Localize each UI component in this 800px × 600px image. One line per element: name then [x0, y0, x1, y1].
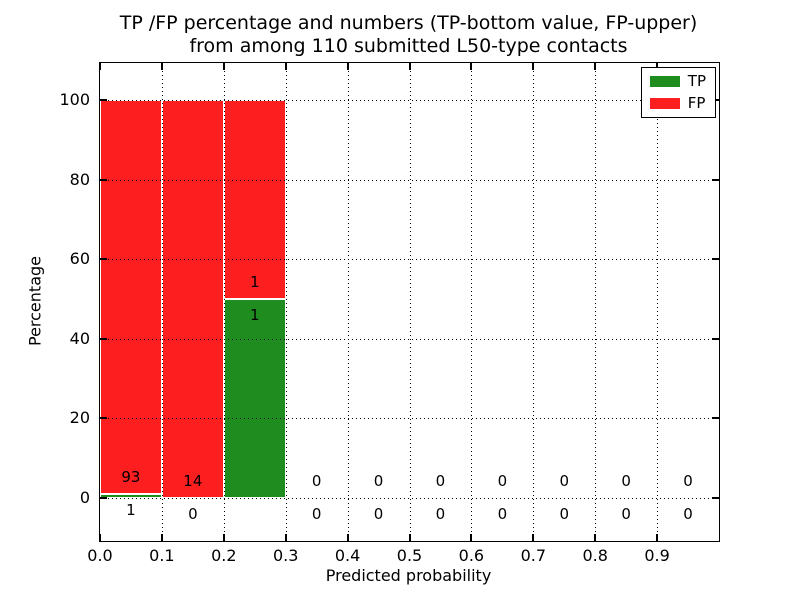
legend-label-fp: FP: [687, 94, 706, 112]
bar-segment-fp: [100, 100, 162, 494]
x-tick-label: 0.1: [149, 546, 175, 565]
bar-segment-fp: [223, 100, 286, 299]
x-tick-mark: [99, 534, 101, 541]
x-tick-label: 0.9: [644, 546, 670, 565]
chart-title-line2: from among 110 submitted L50-type contac…: [189, 35, 628, 57]
x-tick-label: 0.3: [272, 546, 299, 565]
tp-count-label: 1: [126, 500, 136, 519]
x-gridline: [595, 63, 597, 541]
tp-count-label: 0: [188, 505, 198, 523]
x-tick-mark: [99, 63, 101, 70]
tp-count-label: 1: [249, 306, 260, 324]
chart-title-line1: TP /FP percentage and numbers (TP-bottom…: [119, 12, 698, 34]
tp-count-label: 0: [683, 505, 693, 523]
tp-count-label: 0: [311, 505, 322, 523]
y-tick-mark: [712, 337, 719, 340]
x-tick-mark: [160, 63, 163, 70]
x-gridline: [471, 63, 473, 541]
x-tick-mark: [594, 63, 597, 70]
legend-label-tp: TP: [687, 72, 706, 90]
x-tick-mark: [222, 63, 225, 70]
x-gridline: [347, 63, 349, 541]
y-tick-label: 20: [69, 408, 90, 428]
x-tick-mark: [284, 63, 287, 70]
fp-count-label: 0: [683, 472, 693, 490]
x-tick-mark: [222, 534, 225, 541]
x-gridline: [533, 63, 535, 541]
x-tick-mark: [346, 63, 349, 70]
x-tick-label: 0.4: [334, 546, 361, 565]
x-tick-mark: [594, 534, 597, 541]
y-tick-mark: [100, 99, 107, 101]
y-tick-mark: [100, 417, 107, 420]
x-axis-label: Predicted probability: [325, 566, 492, 585]
fp-count-label: 93: [121, 467, 141, 486]
chart-title: TP /FP percentage and numbers (TP-bottom…: [99, 12, 718, 58]
x-tick-mark: [408, 63, 411, 70]
y-tick-mark: [100, 178, 107, 181]
x-tick-mark: [408, 534, 411, 541]
bar-segment-fp: [161, 100, 224, 498]
bar-segment-tp: [223, 299, 286, 498]
tp-count-label: 0: [621, 505, 631, 523]
y-tick-label: 80: [69, 169, 90, 189]
tp-count-label: 0: [435, 505, 446, 523]
fp-count-label: 1: [249, 273, 260, 291]
bar-segment-tp: [100, 493, 162, 498]
x-tick-mark: [656, 63, 659, 70]
fp-count-label: 0: [621, 472, 631, 490]
x-tick-mark: [346, 534, 349, 541]
y-tick-label: 60: [69, 249, 90, 269]
x-gridline: [223, 63, 225, 541]
x-tick-mark: [532, 534, 535, 541]
y-tick-label: 100: [59, 90, 90, 109]
x-gridline: [409, 63, 411, 541]
x-tick-mark: [470, 534, 473, 541]
x-tick-mark: [470, 63, 473, 70]
y-tick-label: 40: [69, 328, 90, 348]
x-tick-label: 0.6: [458, 546, 485, 565]
tp-count-label: 0: [497, 505, 508, 523]
tp-count-label: 0: [559, 505, 570, 523]
x-gridline: [285, 63, 287, 541]
fp-count-label: 0: [497, 472, 508, 490]
x-tick-label: 0.0: [87, 546, 113, 565]
y-tick-mark: [712, 497, 719, 499]
x-tick-mark: [656, 534, 659, 541]
y-tick-mark: [712, 178, 719, 181]
x-tick-label: 0.2: [211, 546, 237, 565]
x-gridline: [657, 63, 659, 541]
fp-count-label: 14: [183, 472, 203, 490]
x-tick-label: 0.8: [582, 546, 608, 565]
x-tick-mark: [160, 534, 163, 541]
y-tick-mark: [100, 337, 107, 340]
fp-count-label: 0: [559, 472, 570, 490]
x-tick-mark: [532, 63, 535, 70]
x-tick-label: 0.5: [396, 546, 423, 565]
legend-entry-tp: TP: [649, 72, 706, 90]
x-gridline: [161, 63, 163, 541]
legend-swatch-tp: [649, 76, 680, 87]
tp-count-label: 0: [373, 505, 384, 523]
fp-count-label: 0: [435, 472, 446, 490]
y-tick-mark: [712, 417, 719, 420]
plot-area: TP FP 93 1 14 0 1 1 0 0 0 0 0 0 0 0 0 0 0 0 0 0 0 20 40 60 80 100 0…: [59, 62, 720, 565]
x-tick-label: 0.7: [520, 546, 547, 565]
x-tick-mark: [284, 534, 287, 541]
fp-count-label: 0: [373, 472, 384, 490]
y-tick-mark: [100, 258, 107, 261]
y-tick-label: 0: [79, 488, 90, 507]
legend-swatch-fp: [649, 98, 680, 109]
legend-entry-fp: FP: [649, 94, 706, 112]
legend: TP FP: [640, 67, 716, 118]
y-tick-mark: [100, 497, 107, 499]
fp-count-label: 0: [311, 472, 322, 490]
y-tick-mark: [712, 258, 719, 261]
